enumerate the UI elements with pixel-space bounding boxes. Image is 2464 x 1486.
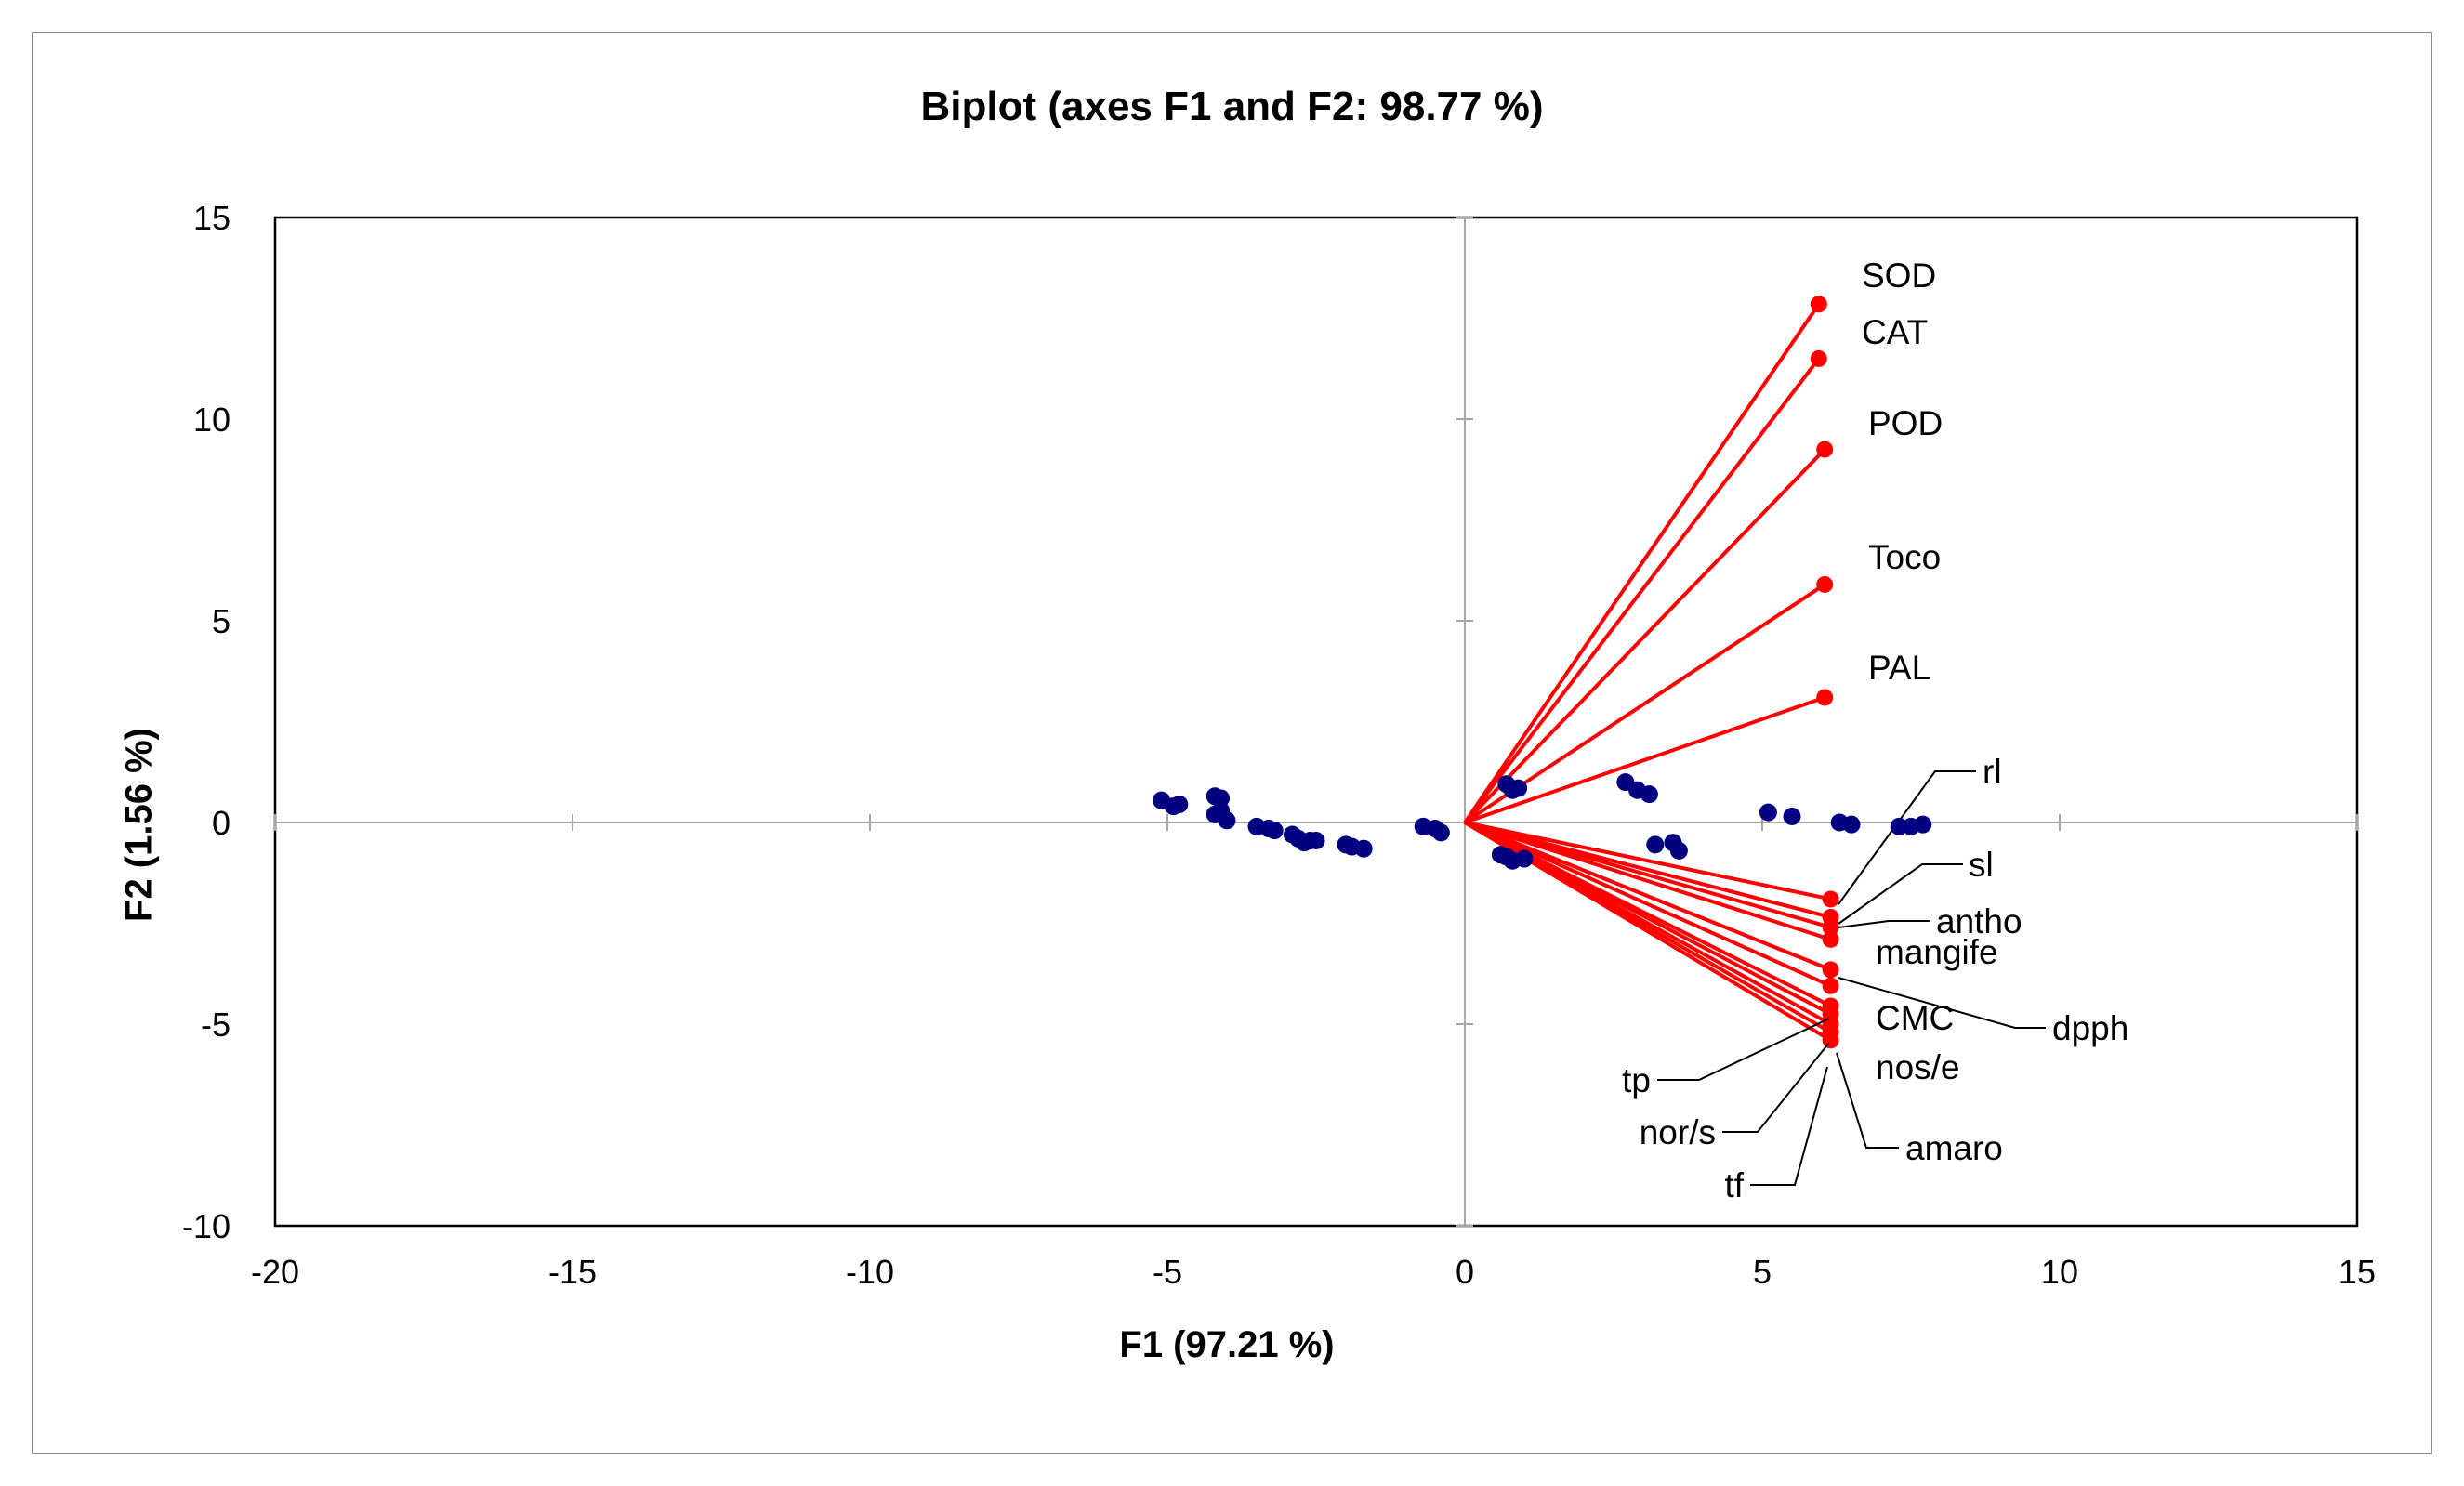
y-tick-label: 15: [193, 199, 231, 237]
observation-point: [1212, 789, 1231, 808]
label-leader-line: [1838, 863, 1963, 925]
y-tick-label: 10: [193, 401, 231, 439]
variable-label: PAL: [1868, 649, 1930, 687]
label-leaders: [1657, 770, 2046, 1186]
vector-line: [1464, 821, 1832, 972]
vector-line: [1463, 357, 1821, 824]
x-tick-label: -20: [251, 1253, 299, 1291]
variable-label: CMC: [1876, 999, 1954, 1037]
observation-point: [1307, 832, 1325, 850]
vector-line: [1464, 821, 1832, 988]
variable-label: tp: [1622, 1061, 1651, 1099]
variable-label: sl: [1969, 846, 1994, 884]
label-leader-line: [1838, 770, 1976, 905]
observation-point: [1669, 841, 1688, 860]
variable-label: mangife: [1876, 933, 1998, 971]
x-tick-label: -15: [548, 1253, 597, 1291]
chart-frame: [32, 32, 2432, 1454]
variable-label: dpph: [2052, 1009, 2128, 1047]
variable-vectors: [1463, 296, 1839, 1049]
observation-point: [1759, 803, 1777, 822]
variable-label: tf: [1724, 1166, 1744, 1204]
label-leader-line: [1750, 1066, 1828, 1186]
observation-points: [1153, 773, 1932, 870]
label-leader-line: [1838, 977, 2046, 1029]
vector-endpoint: [1816, 575, 1834, 593]
vector-line: [1464, 695, 1825, 824]
zero-lines: [275, 217, 2357, 1226]
x-tick-label: 5: [1753, 1253, 1772, 1291]
label-leader-line: [1722, 1042, 1830, 1133]
vector-endpoint: [1810, 349, 1827, 367]
x-tick-label: 15: [2339, 1253, 2376, 1291]
variable-label: nor/s: [1640, 1113, 1716, 1151]
vector-endpoint: [1822, 977, 1839, 994]
observation-point: [1509, 779, 1528, 797]
x-axis-title: F1 (97.21 %): [1119, 1324, 1335, 1365]
vector-line: [1464, 821, 1832, 941]
variable-label: CAT: [1862, 313, 1928, 351]
variable-label: Toco: [1868, 538, 1941, 576]
observation-point: [1170, 795, 1189, 813]
vector-endpoint: [1822, 961, 1839, 979]
vector-endpoint: [1816, 441, 1834, 458]
observation-point: [1914, 815, 1932, 834]
variable-label: nos/e: [1876, 1048, 1960, 1086]
y-tick-label: 5: [212, 602, 231, 640]
observation-point: [1354, 839, 1373, 858]
observation-point: [1515, 849, 1534, 868]
x-tick-label: -10: [846, 1253, 894, 1291]
variable-label: antho: [1936, 902, 2023, 940]
variable-label: SOD: [1862, 256, 1936, 295]
vector-line: [1463, 303, 1821, 824]
vector-endpoint: [1822, 1032, 1839, 1049]
plot-area: [273, 216, 2359, 1228]
vector-endpoint: [1822, 890, 1839, 908]
variable-label: amaro: [1905, 1129, 2003, 1167]
vector-endpoint: [1816, 689, 1834, 706]
observation-point: [1783, 807, 1801, 825]
variable-label: POD: [1868, 404, 1943, 442]
axis-ticks: -20 -15 -10 -5 0 5 10 15 -10 -5 0 5 10 15: [182, 199, 2376, 1291]
vector-endpoint: [1822, 918, 1839, 936]
observation-point: [1431, 823, 1450, 842]
variable-label: rl: [1983, 753, 2002, 791]
x-tick-label: 10: [2041, 1253, 2078, 1291]
x-tick-label: -5: [1153, 1253, 1182, 1291]
vector-endpoint: [1810, 296, 1827, 313]
vector-line: [1464, 821, 1832, 901]
label-leader-line: [1657, 1018, 1830, 1081]
label-leader-line: [1838, 920, 1930, 928]
chart-title: Biplot (axes F1 and F2: 98.77 %): [920, 84, 1544, 129]
observation-point: [1265, 822, 1284, 840]
y-tick-label: -5: [201, 1006, 231, 1044]
observation-point: [1640, 785, 1658, 804]
y-tick-label: 0: [212, 804, 231, 842]
y-tick-label: -10: [182, 1207, 231, 1245]
vector-line: [1463, 448, 1826, 824]
vector-endpoint: [1822, 930, 1839, 948]
observation-point: [1842, 815, 1861, 834]
vector-line: [1464, 821, 1832, 929]
observation-point: [1646, 835, 1665, 854]
x-tick-label: 0: [1456, 1253, 1474, 1291]
observation-point: [1218, 811, 1236, 830]
label-leader-line: [1836, 1052, 1899, 1149]
